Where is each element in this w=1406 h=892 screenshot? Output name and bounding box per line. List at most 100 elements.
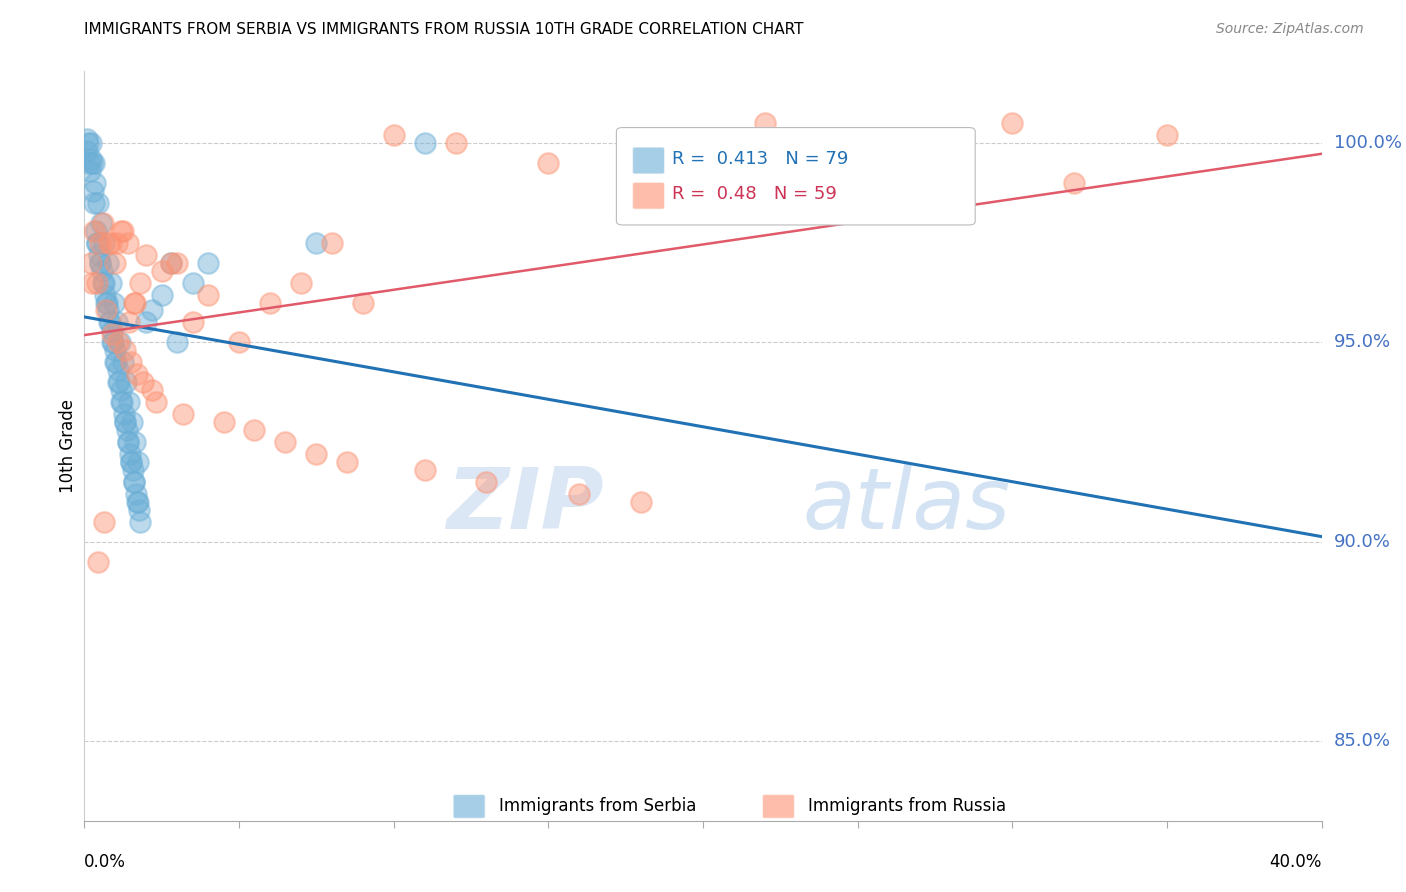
Text: R =  0.48   N = 59: R = 0.48 N = 59 bbox=[672, 186, 837, 203]
Point bbox=[114, 415, 136, 429]
Point bbox=[96, 295, 118, 310]
Point bbox=[80, 152, 103, 166]
Point bbox=[105, 235, 128, 250]
Point bbox=[87, 195, 110, 210]
Point bbox=[82, 184, 104, 198]
Point bbox=[76, 132, 98, 146]
Point bbox=[124, 475, 146, 489]
FancyBboxPatch shape bbox=[616, 128, 976, 225]
Point bbox=[98, 235, 121, 250]
Point bbox=[89, 248, 111, 262]
Text: 90.0%: 90.0% bbox=[1334, 533, 1391, 550]
Point bbox=[91, 216, 114, 230]
Text: Immigrants from Russia: Immigrants from Russia bbox=[808, 797, 1007, 815]
Point bbox=[120, 455, 142, 469]
Point bbox=[122, 463, 145, 477]
FancyBboxPatch shape bbox=[453, 795, 485, 818]
Point bbox=[321, 235, 343, 250]
Point bbox=[101, 327, 124, 342]
Point bbox=[181, 315, 204, 329]
Point bbox=[114, 415, 136, 429]
Point bbox=[104, 255, 127, 269]
Point bbox=[107, 335, 129, 350]
Point bbox=[117, 435, 139, 450]
Point bbox=[117, 435, 139, 450]
Point bbox=[305, 447, 328, 461]
Point bbox=[1156, 128, 1178, 142]
Point bbox=[537, 156, 560, 170]
Point bbox=[145, 395, 167, 409]
Point bbox=[150, 263, 173, 277]
Point bbox=[93, 276, 115, 290]
Text: 0.0%: 0.0% bbox=[84, 853, 127, 871]
Point bbox=[83, 156, 105, 170]
Point bbox=[114, 343, 136, 358]
Point bbox=[122, 475, 145, 489]
Point bbox=[118, 315, 141, 329]
Text: ZIP: ZIP bbox=[446, 465, 605, 548]
FancyBboxPatch shape bbox=[762, 795, 794, 818]
Point bbox=[115, 376, 138, 390]
Point bbox=[166, 255, 188, 269]
Point bbox=[89, 255, 111, 269]
Point bbox=[77, 136, 100, 150]
Point bbox=[104, 343, 127, 358]
Point bbox=[1001, 116, 1024, 130]
Point bbox=[97, 303, 120, 318]
Point bbox=[120, 447, 142, 461]
Point bbox=[84, 176, 107, 190]
Point bbox=[121, 415, 143, 429]
Point bbox=[754, 116, 776, 130]
Point bbox=[111, 395, 134, 409]
Point bbox=[110, 224, 132, 238]
FancyBboxPatch shape bbox=[633, 182, 665, 210]
Point bbox=[94, 287, 117, 301]
Point bbox=[96, 255, 118, 269]
Point bbox=[125, 487, 148, 501]
Point bbox=[120, 355, 142, 369]
Point bbox=[104, 355, 127, 369]
Point bbox=[89, 235, 111, 250]
Point bbox=[1063, 176, 1085, 190]
Text: IMMIGRANTS FROM SERBIA VS IMMIGRANTS FROM RUSSIA 10TH GRADE CORRELATION CHART: IMMIGRANTS FROM SERBIA VS IMMIGRANTS FRO… bbox=[84, 22, 804, 37]
Point bbox=[228, 335, 250, 350]
Point bbox=[98, 315, 121, 329]
Point bbox=[274, 435, 297, 450]
Point bbox=[76, 144, 98, 158]
Point bbox=[79, 255, 101, 269]
Point bbox=[91, 263, 114, 277]
Point bbox=[103, 295, 125, 310]
Point bbox=[107, 363, 129, 377]
Point bbox=[135, 315, 157, 329]
Point bbox=[568, 487, 591, 501]
Point bbox=[108, 376, 131, 390]
Point bbox=[90, 216, 112, 230]
Point bbox=[101, 335, 124, 350]
Point bbox=[79, 164, 101, 178]
Point bbox=[127, 495, 149, 509]
Point bbox=[243, 423, 266, 437]
Point bbox=[83, 224, 105, 238]
Point bbox=[128, 502, 150, 516]
Point bbox=[129, 276, 152, 290]
Point bbox=[118, 395, 141, 409]
Point bbox=[141, 383, 163, 397]
Point bbox=[124, 435, 146, 450]
Point bbox=[141, 303, 163, 318]
Point bbox=[93, 235, 115, 250]
Text: atlas: atlas bbox=[801, 465, 1010, 548]
Point bbox=[110, 395, 132, 409]
Point bbox=[110, 383, 132, 397]
Point bbox=[125, 495, 148, 509]
Point bbox=[132, 376, 155, 390]
Point bbox=[181, 276, 204, 290]
Point bbox=[382, 128, 405, 142]
Point bbox=[91, 276, 114, 290]
Point bbox=[117, 235, 139, 250]
Point bbox=[475, 475, 498, 489]
Point bbox=[115, 423, 138, 437]
Point bbox=[125, 368, 148, 382]
Point bbox=[172, 407, 194, 421]
Y-axis label: 10th Grade: 10th Grade bbox=[59, 399, 77, 493]
Point bbox=[77, 156, 100, 170]
